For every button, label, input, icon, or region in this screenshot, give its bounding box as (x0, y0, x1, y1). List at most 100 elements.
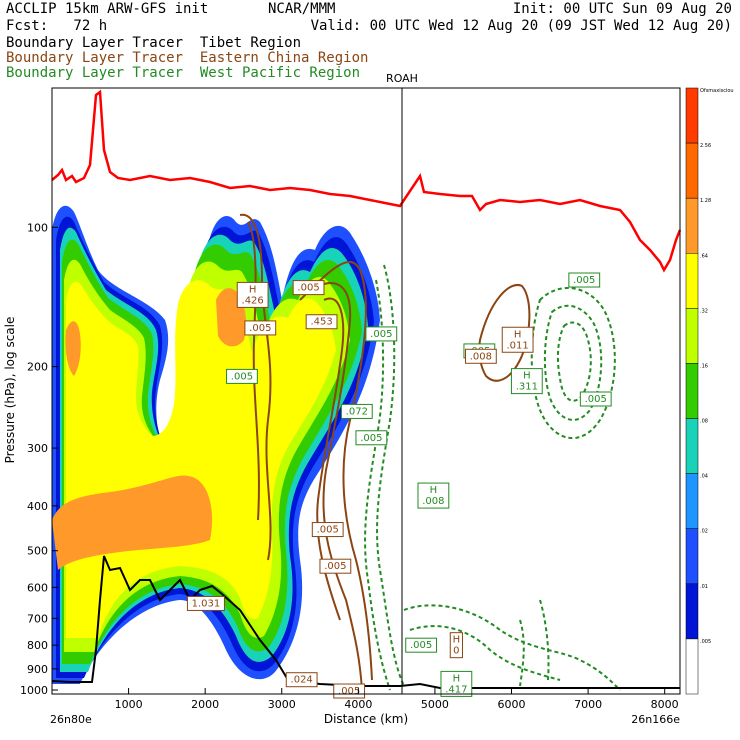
colorbar-swatch (685, 638, 699, 695)
x-tick-label: 7000 (574, 698, 602, 711)
contour-label: .005 (226, 368, 258, 384)
colorbar-label: 2.56 (700, 143, 711, 149)
tibet-terrain-line (51, 555, 680, 689)
y-tick-label: 600 (27, 581, 48, 594)
colorbar-label: .005 (700, 639, 711, 645)
svg-text:.005: .005 (231, 371, 253, 382)
contour-label: .005 (365, 326, 398, 342)
y-tick-label: 900 (27, 663, 48, 676)
contour-label: .005 (568, 272, 601, 288)
svg-text:H.008: H .008 (422, 485, 444, 507)
colorbar-label: .02 (700, 529, 708, 535)
colorbar-swatch (685, 142, 699, 199)
svg-text:.005: .005 (338, 686, 360, 697)
contour-label: .005 (292, 280, 325, 296)
svg-text:H.417: H .417 (445, 673, 467, 695)
svg-text:H0: H0 (453, 635, 461, 657)
colorbar: Ofsmaxisciou 2.56 1.28 .64 .32 .16 .08 .04 .02 .0… (685, 87, 734, 695)
colorbar-swatch (685, 473, 699, 529)
contour-label: .005 (244, 320, 277, 336)
contour-label: .005 (333, 683, 366, 699)
contour-label: .005 (579, 391, 612, 407)
colorbar-label: .01 (700, 584, 708, 590)
legend-eastern-china: Boundary Layer Tracer Eastern China Regi… (6, 50, 369, 66)
contour-label: H .011 (501, 326, 534, 353)
legend-west-pacific: Boundary Layer Tracer West Pacific Regio… (6, 65, 361, 81)
svg-text:.072: .072 (346, 406, 368, 417)
plume-orange-upper2 (65, 321, 81, 376)
contour-label: H .417 (440, 670, 473, 697)
colorbar-swatch (685, 308, 699, 364)
svg-text:1.031: 1.031 (192, 598, 221, 609)
y-tick-label: 300 (27, 442, 48, 455)
forecast-hour: Fcst: 72 h (6, 18, 108, 34)
legend-tibet: Boundary Layer Tracer Tibet Region (6, 35, 302, 51)
contour-label: .005 (355, 430, 388, 446)
colorbar-swatch (685, 363, 699, 419)
y-tick-label: 700 (27, 612, 48, 625)
contour-label: H .311 (510, 368, 543, 395)
plume-orange (52, 475, 213, 570)
colorbar-label: .04 (700, 474, 708, 480)
colorbar-swatch (685, 197, 699, 254)
svg-text:.005: .005 (360, 433, 382, 444)
x-tick-label: 3000 (268, 698, 296, 711)
x-tick-label: 8000 (651, 698, 679, 711)
colorbar-label: .64 (700, 253, 708, 259)
x-tick-label: 1000 (115, 698, 143, 711)
y-tick-label: 200 (27, 361, 48, 374)
contour-label: .008 (464, 348, 497, 364)
contour-label: H .008 (417, 482, 450, 509)
red-line (51, 89, 682, 273)
colorbar-swatch (685, 418, 699, 474)
colorbar-label: Ofsmaxisciou (700, 88, 734, 94)
x-tick-label: 4000 (344, 698, 372, 711)
colorbar-label: 1.28 (700, 198, 711, 204)
contour-labels: H .426 .005 .005 .453 .005 .005 .072 .005 .005 .00… (186, 272, 612, 699)
y-axis-title: Pressure (hPa), log scale (3, 317, 17, 464)
model-title: ACCLIP 15km ARW-GFS init (6, 1, 209, 17)
contour-label: .005 (311, 522, 344, 538)
svg-text:H.011: H .011 (507, 329, 529, 351)
svg-text:.005: .005 (249, 323, 271, 334)
left-endpoint-label: 26n80e (50, 713, 92, 726)
y-tick-label: 1000 (20, 684, 48, 697)
colorbar-label: .16 (700, 363, 708, 369)
y-tick-label: 400 (27, 500, 48, 513)
svg-text:.008: .008 (470, 351, 492, 362)
plot-area (52, 205, 621, 691)
svg-text:.005: .005 (324, 561, 346, 572)
init-time: Init: 00 UTC Sun 09 Aug 20 (512, 1, 732, 17)
svg-text:H.426: H .426 (242, 284, 264, 306)
roah-marker-label: ROAH (386, 72, 418, 85)
svg-text:.024: .024 (291, 675, 313, 686)
svg-text:.005: .005 (585, 394, 607, 405)
svg-text:.005: .005 (410, 640, 432, 651)
y-tick-label: 800 (27, 639, 48, 652)
colorbar-swatch (685, 583, 699, 640)
colorbar-label: .08 (700, 419, 708, 425)
y-tick-label: 100 (27, 221, 48, 234)
contour-label: H .426 (236, 281, 269, 308)
x-tick-label: 2000 (191, 698, 219, 711)
west-pacific-contours (364, 264, 621, 691)
colorbar-label: .32 (700, 308, 708, 314)
contour-label: 1.031 (186, 595, 225, 611)
x-axis-ticks: 1000 2000 3000 4000 5000 6000 7000 8000 (115, 688, 679, 711)
svg-text:.453: .453 (310, 317, 332, 328)
contour-label: .072 (340, 403, 373, 419)
contour-label: .005 (405, 637, 438, 653)
x-axis-title: Distance (km) (324, 712, 408, 726)
right-endpoint-label: 26n166e (631, 713, 680, 726)
colorbar-swatch (685, 528, 699, 585)
contour-label: .005 (319, 558, 352, 574)
svg-text:H.311: H .311 (516, 371, 538, 393)
svg-text:.005: .005 (297, 283, 319, 294)
svg-text:.005: .005 (573, 275, 595, 286)
x-tick-label: 6000 (498, 698, 526, 711)
plot-frame (51, 87, 681, 695)
colorbar-swatch (685, 253, 699, 309)
svg-text:.005: .005 (370, 329, 392, 340)
